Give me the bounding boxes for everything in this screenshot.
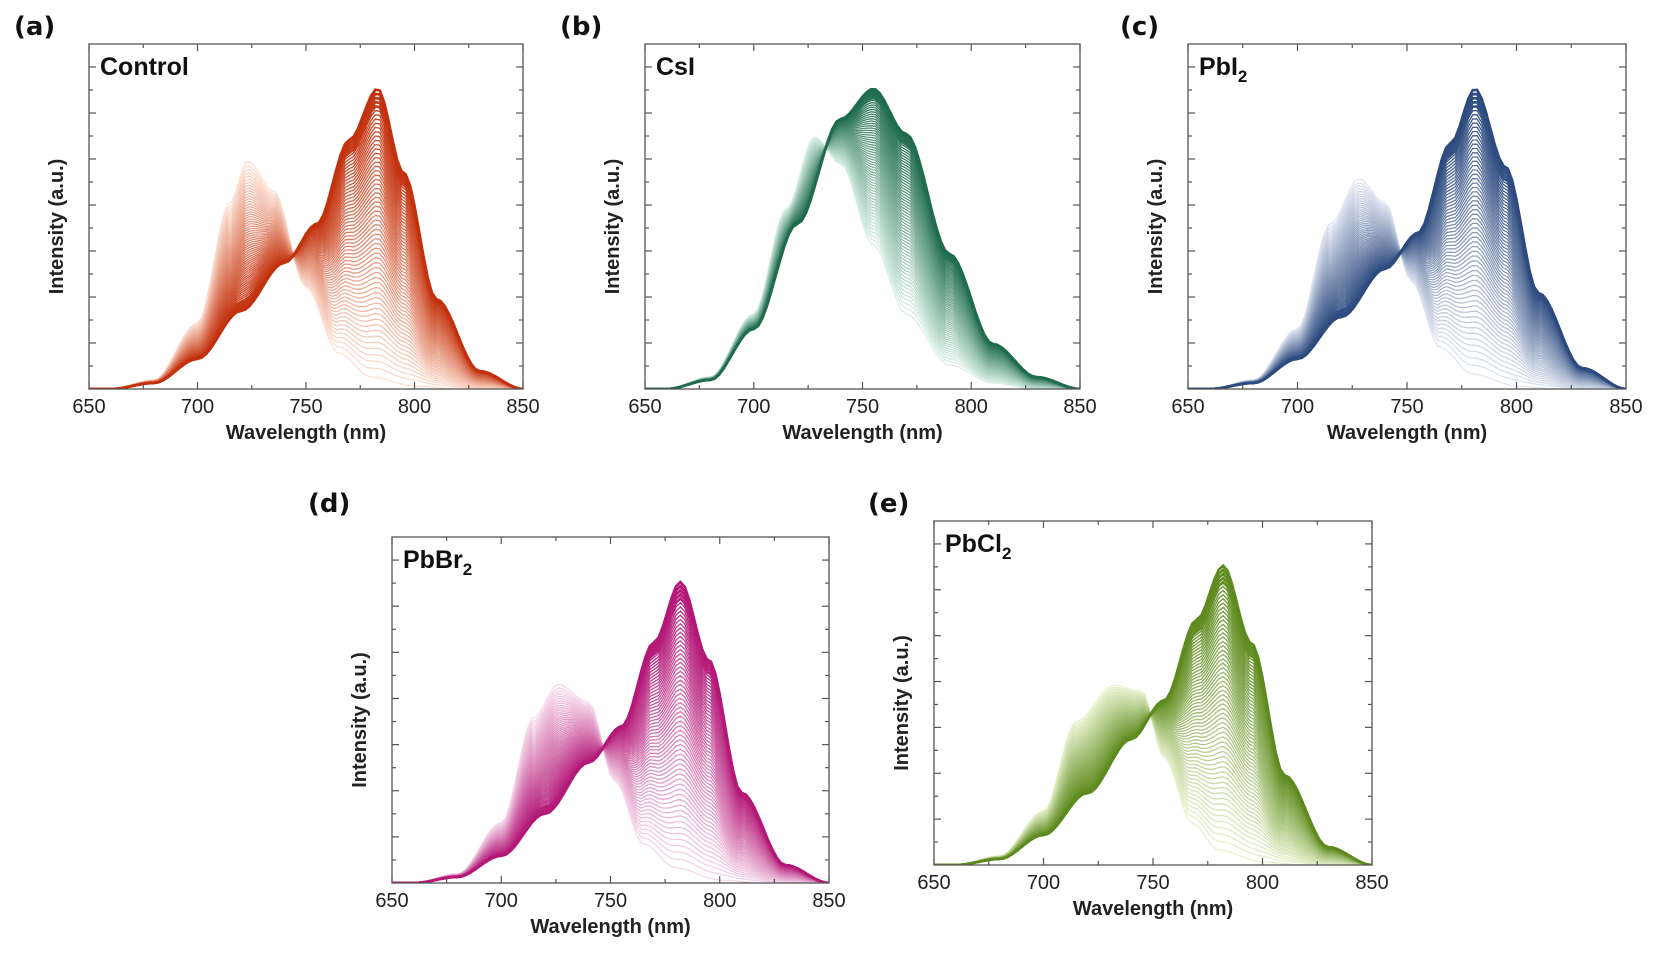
spectrum-line (645, 115, 1080, 389)
panel-label: (d) (308, 489, 350, 519)
panel-label: (c) (1120, 12, 1159, 42)
x-tick-label: 700 (485, 890, 518, 912)
x-tick-label: 850 (812, 890, 845, 912)
panel-title: PbCl2 (945, 530, 1011, 563)
panel-label: (b) (560, 12, 602, 42)
spectrum-line (645, 113, 1080, 389)
panel-title: CsI (656, 53, 695, 81)
x-axis-label: Wavelength (nm) (1073, 898, 1233, 920)
spectra-series (392, 580, 829, 883)
spectra-series (1188, 88, 1626, 389)
spectrum-line (934, 563, 1372, 865)
x-tick-label: 850 (1355, 872, 1388, 894)
y-axis-label: Intensity (a.u.) (46, 159, 68, 295)
panel-e: 650 700 750 800 850 Wavelength (nm) Intensity … (868, 489, 1389, 920)
x-axis-label: Wavelength (nm) (1327, 422, 1487, 444)
y-axis-label: Intensity (a.u.) (1145, 159, 1167, 295)
x-tick-label: 750 (1136, 872, 1169, 894)
x-tick-label: 650 (375, 890, 408, 912)
spectrum-line (645, 87, 1080, 389)
x-tick-label: 850 (1063, 396, 1096, 418)
panel-title: PbI2 (1199, 53, 1247, 86)
x-tick-label: 700 (1027, 872, 1060, 894)
x-tick-label: 650 (628, 396, 661, 418)
spectrum-line (645, 108, 1080, 389)
x-tick-label: 650 (917, 872, 950, 894)
panel-title: Control (100, 53, 189, 81)
spectrum-line (645, 111, 1080, 389)
spectra-series (934, 563, 1372, 865)
panel-title: PbBr2 (403, 546, 472, 579)
panel-label: (e) (868, 489, 909, 519)
panel-b: 650 700 750 800 850 Wavelength (nm) Intensity … (560, 12, 1097, 444)
x-axis-label: Wavelength (nm) (226, 422, 386, 444)
panel-a: 650 700 750 800 850 Wavelength (nm) Intensity … (14, 12, 540, 444)
x-tick-label: 750 (846, 396, 879, 418)
x-tick-label: 650 (72, 396, 105, 418)
spectrum-line (1188, 88, 1626, 389)
x-tick-label: 750 (594, 890, 627, 912)
y-axis-label: Intensity (a.u.) (602, 159, 624, 295)
spectrum-line (645, 146, 1080, 389)
spectrum-line (645, 106, 1080, 389)
y-axis-label: Intensity (a.u.) (349, 652, 371, 788)
spectrum-line (89, 88, 523, 389)
panel-d: 650 700 750 800 850 Wavelength (nm) Intensity … (308, 489, 846, 938)
x-tick-label: 800 (703, 890, 736, 912)
spectrum-line (934, 707, 1372, 865)
spectra-series (89, 88, 523, 389)
x-tick-label: 700 (1281, 396, 1314, 418)
x-tick-label: 800 (1500, 396, 1533, 418)
x-tick-label: 650 (1171, 396, 1204, 418)
x-tick-label: 800 (1246, 872, 1279, 894)
x-tick-label: 800 (398, 396, 431, 418)
y-axis-label: Intensity (a.u.) (891, 635, 913, 771)
x-tick-label: 850 (1609, 396, 1642, 418)
panel-label: (a) (14, 12, 55, 42)
x-axis-label: Wavelength (nm) (782, 422, 942, 444)
spectrum-line (392, 580, 829, 883)
x-tick-label: 700 (737, 396, 770, 418)
x-tick-label: 700 (181, 396, 214, 418)
panel-c: 650 700 750 800 850 Wavelength (nm) Intensity … (1120, 12, 1643, 444)
x-tick-label: 850 (506, 396, 539, 418)
x-axis-label: Wavelength (nm) (530, 916, 690, 938)
x-tick-label: 750 (289, 396, 322, 418)
x-tick-label: 800 (955, 396, 988, 418)
x-tick-label: 750 (1390, 396, 1423, 418)
spectra-series (645, 87, 1080, 389)
